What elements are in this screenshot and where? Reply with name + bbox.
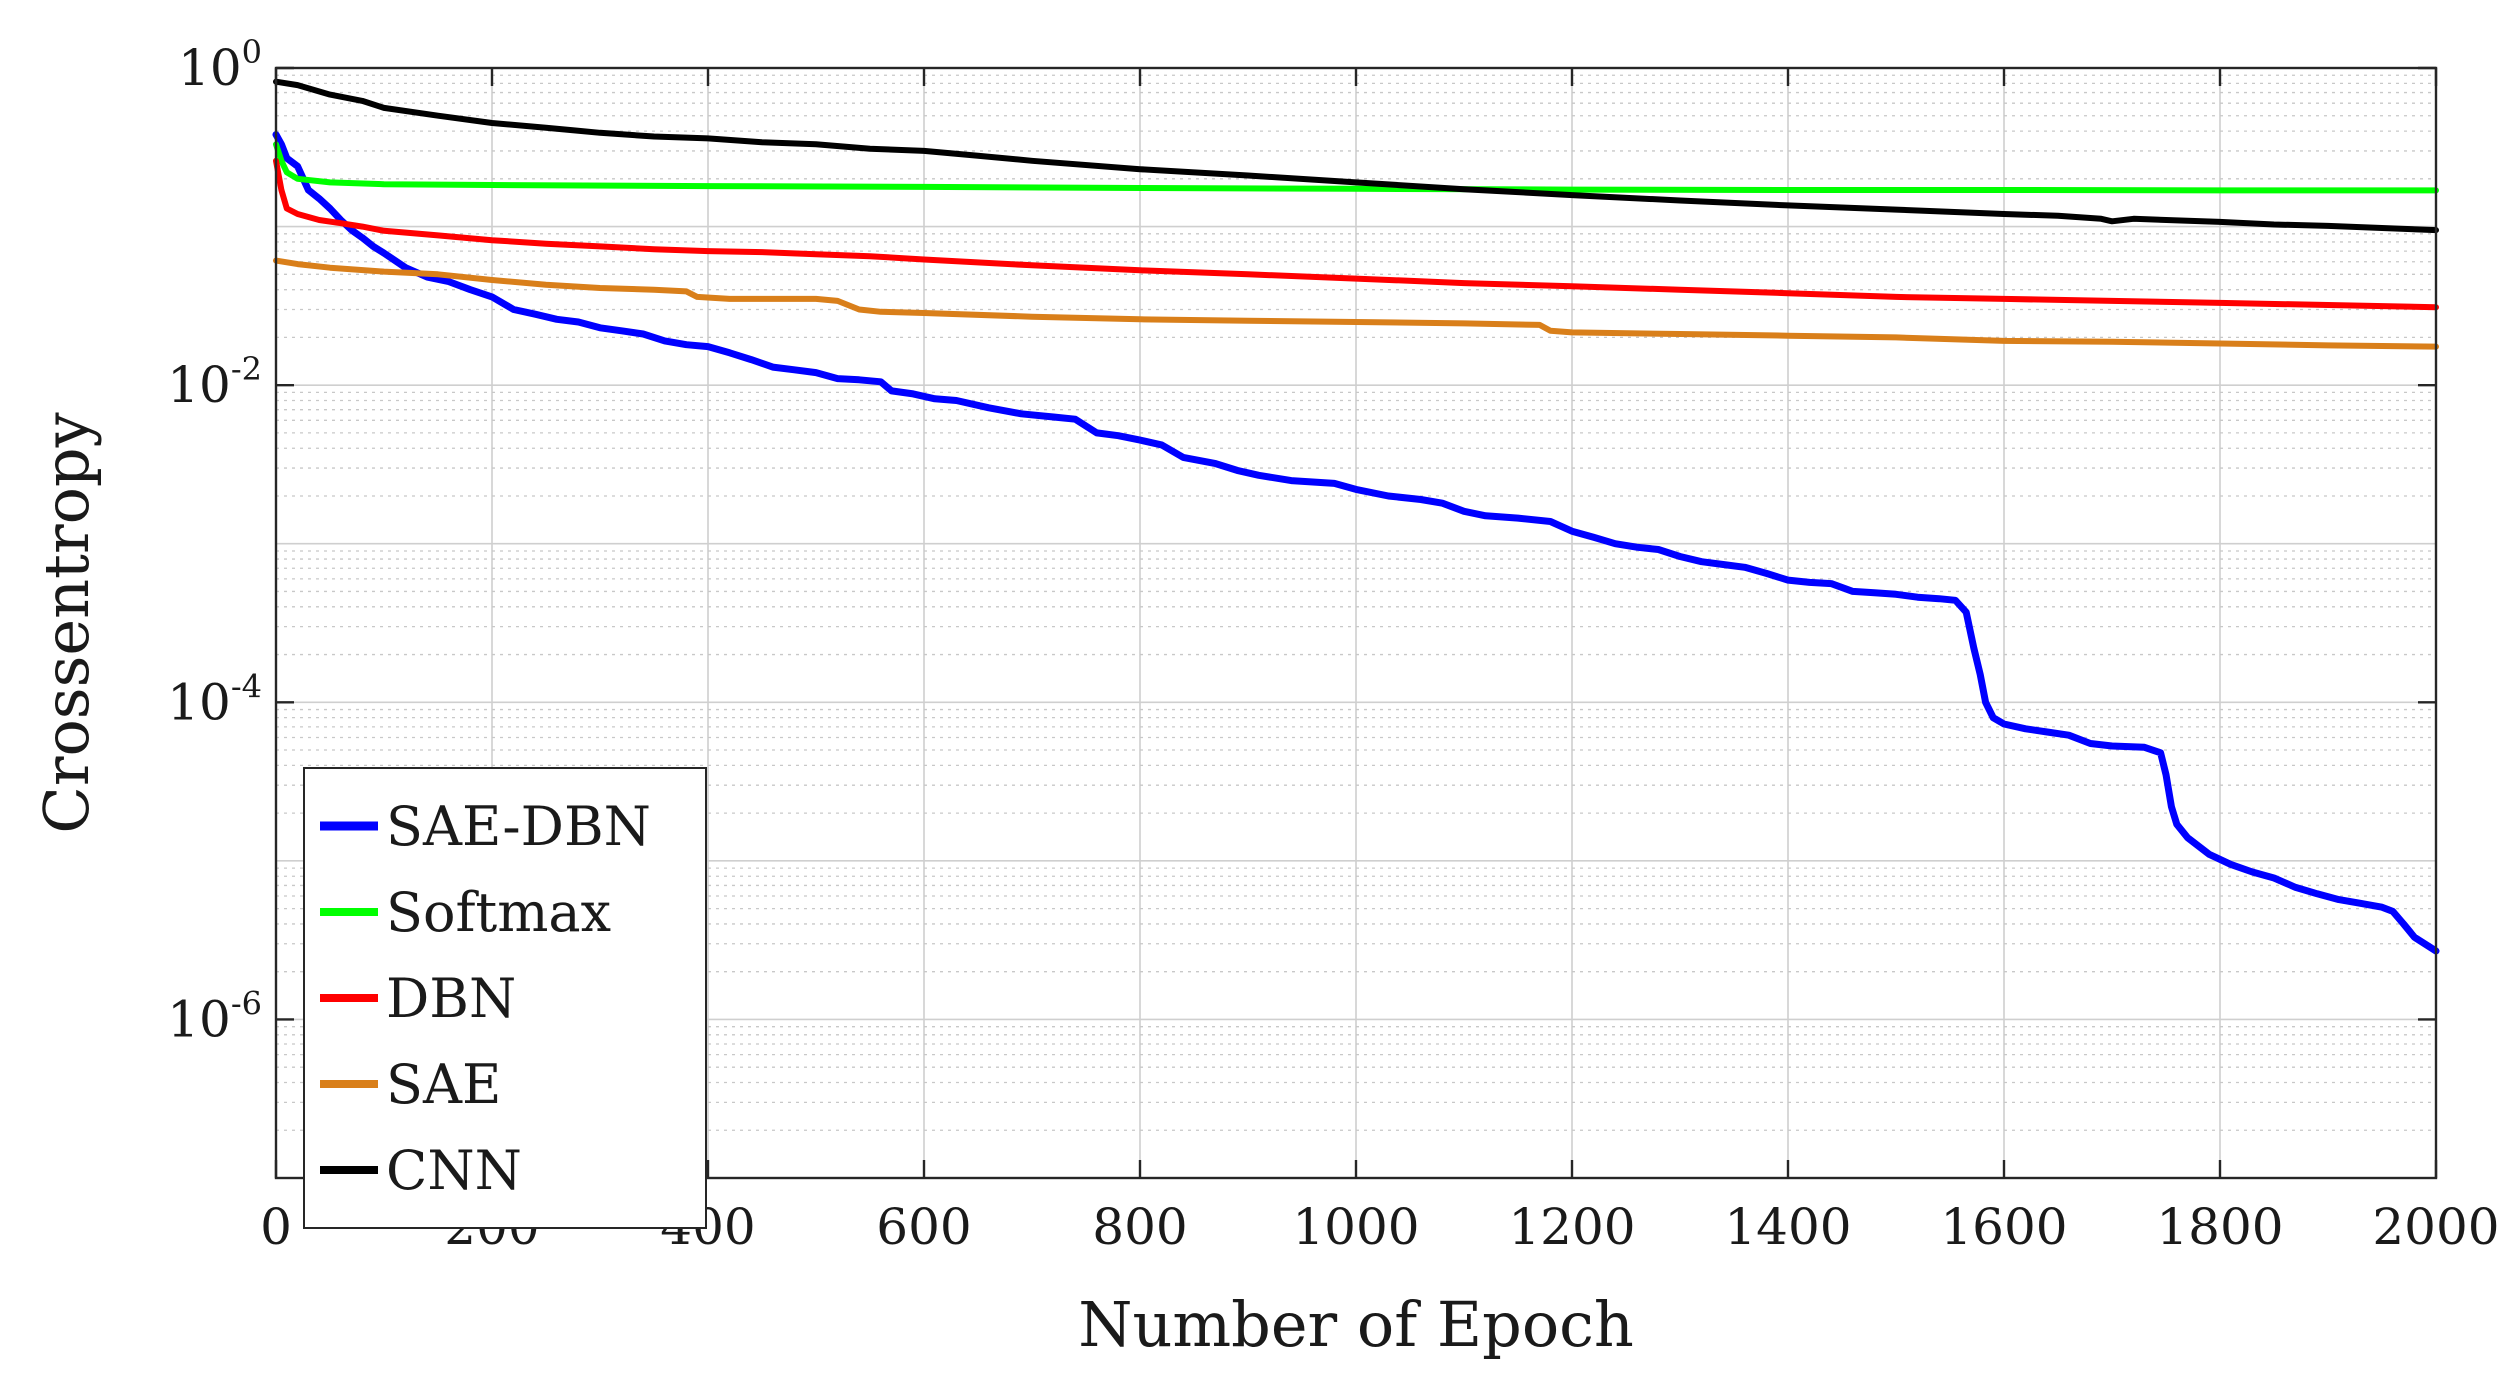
legend-label-softmax: Softmax bbox=[386, 881, 611, 944]
x-axis-title: Number of Epoch bbox=[1078, 1288, 1634, 1361]
x-tick-label: 1000 bbox=[1292, 1198, 1419, 1256]
axis-ticks: 0200400600800100012001400160018002000100… bbox=[167, 33, 2499, 1256]
y-axis-title: Crossentropy bbox=[30, 412, 103, 833]
x-tick-label: 1200 bbox=[1508, 1198, 1635, 1256]
x-tick-label: 0 bbox=[260, 1198, 292, 1256]
legend-label-sae-dbn: SAE-DBN bbox=[386, 795, 651, 858]
y-tick-label: 10-4 bbox=[167, 667, 262, 731]
y-tick-label: 100 bbox=[178, 33, 262, 97]
plot-series bbox=[272, 78, 2440, 955]
series-line-dbn bbox=[273, 157, 2439, 311]
x-tick-label: 1800 bbox=[2156, 1198, 2283, 1256]
y-tick-label: 10-2 bbox=[167, 350, 262, 414]
x-tick-label: 2000 bbox=[2372, 1198, 2499, 1256]
x-tick-label: 600 bbox=[876, 1198, 971, 1256]
x-tick-label: 1400 bbox=[1724, 1198, 1851, 1256]
series-line-sae-dbn bbox=[272, 131, 2440, 955]
series-line-softmax bbox=[273, 141, 2439, 194]
series-line-sae bbox=[273, 257, 2439, 350]
series-line-cnn bbox=[273, 78, 2439, 234]
x-tick-label: 1600 bbox=[1940, 1198, 2067, 1256]
grid bbox=[276, 68, 2436, 1178]
y-tick-label: 10-6 bbox=[167, 984, 262, 1048]
legend: SAE-DBN Softmax DBN SAE CNN bbox=[303, 767, 707, 1229]
legend-label-sae: SAE bbox=[386, 1053, 501, 1116]
legend-label-cnn: CNN bbox=[386, 1139, 522, 1202]
legend-label-dbn: DBN bbox=[386, 967, 516, 1030]
x-tick-label: 800 bbox=[1092, 1198, 1187, 1256]
